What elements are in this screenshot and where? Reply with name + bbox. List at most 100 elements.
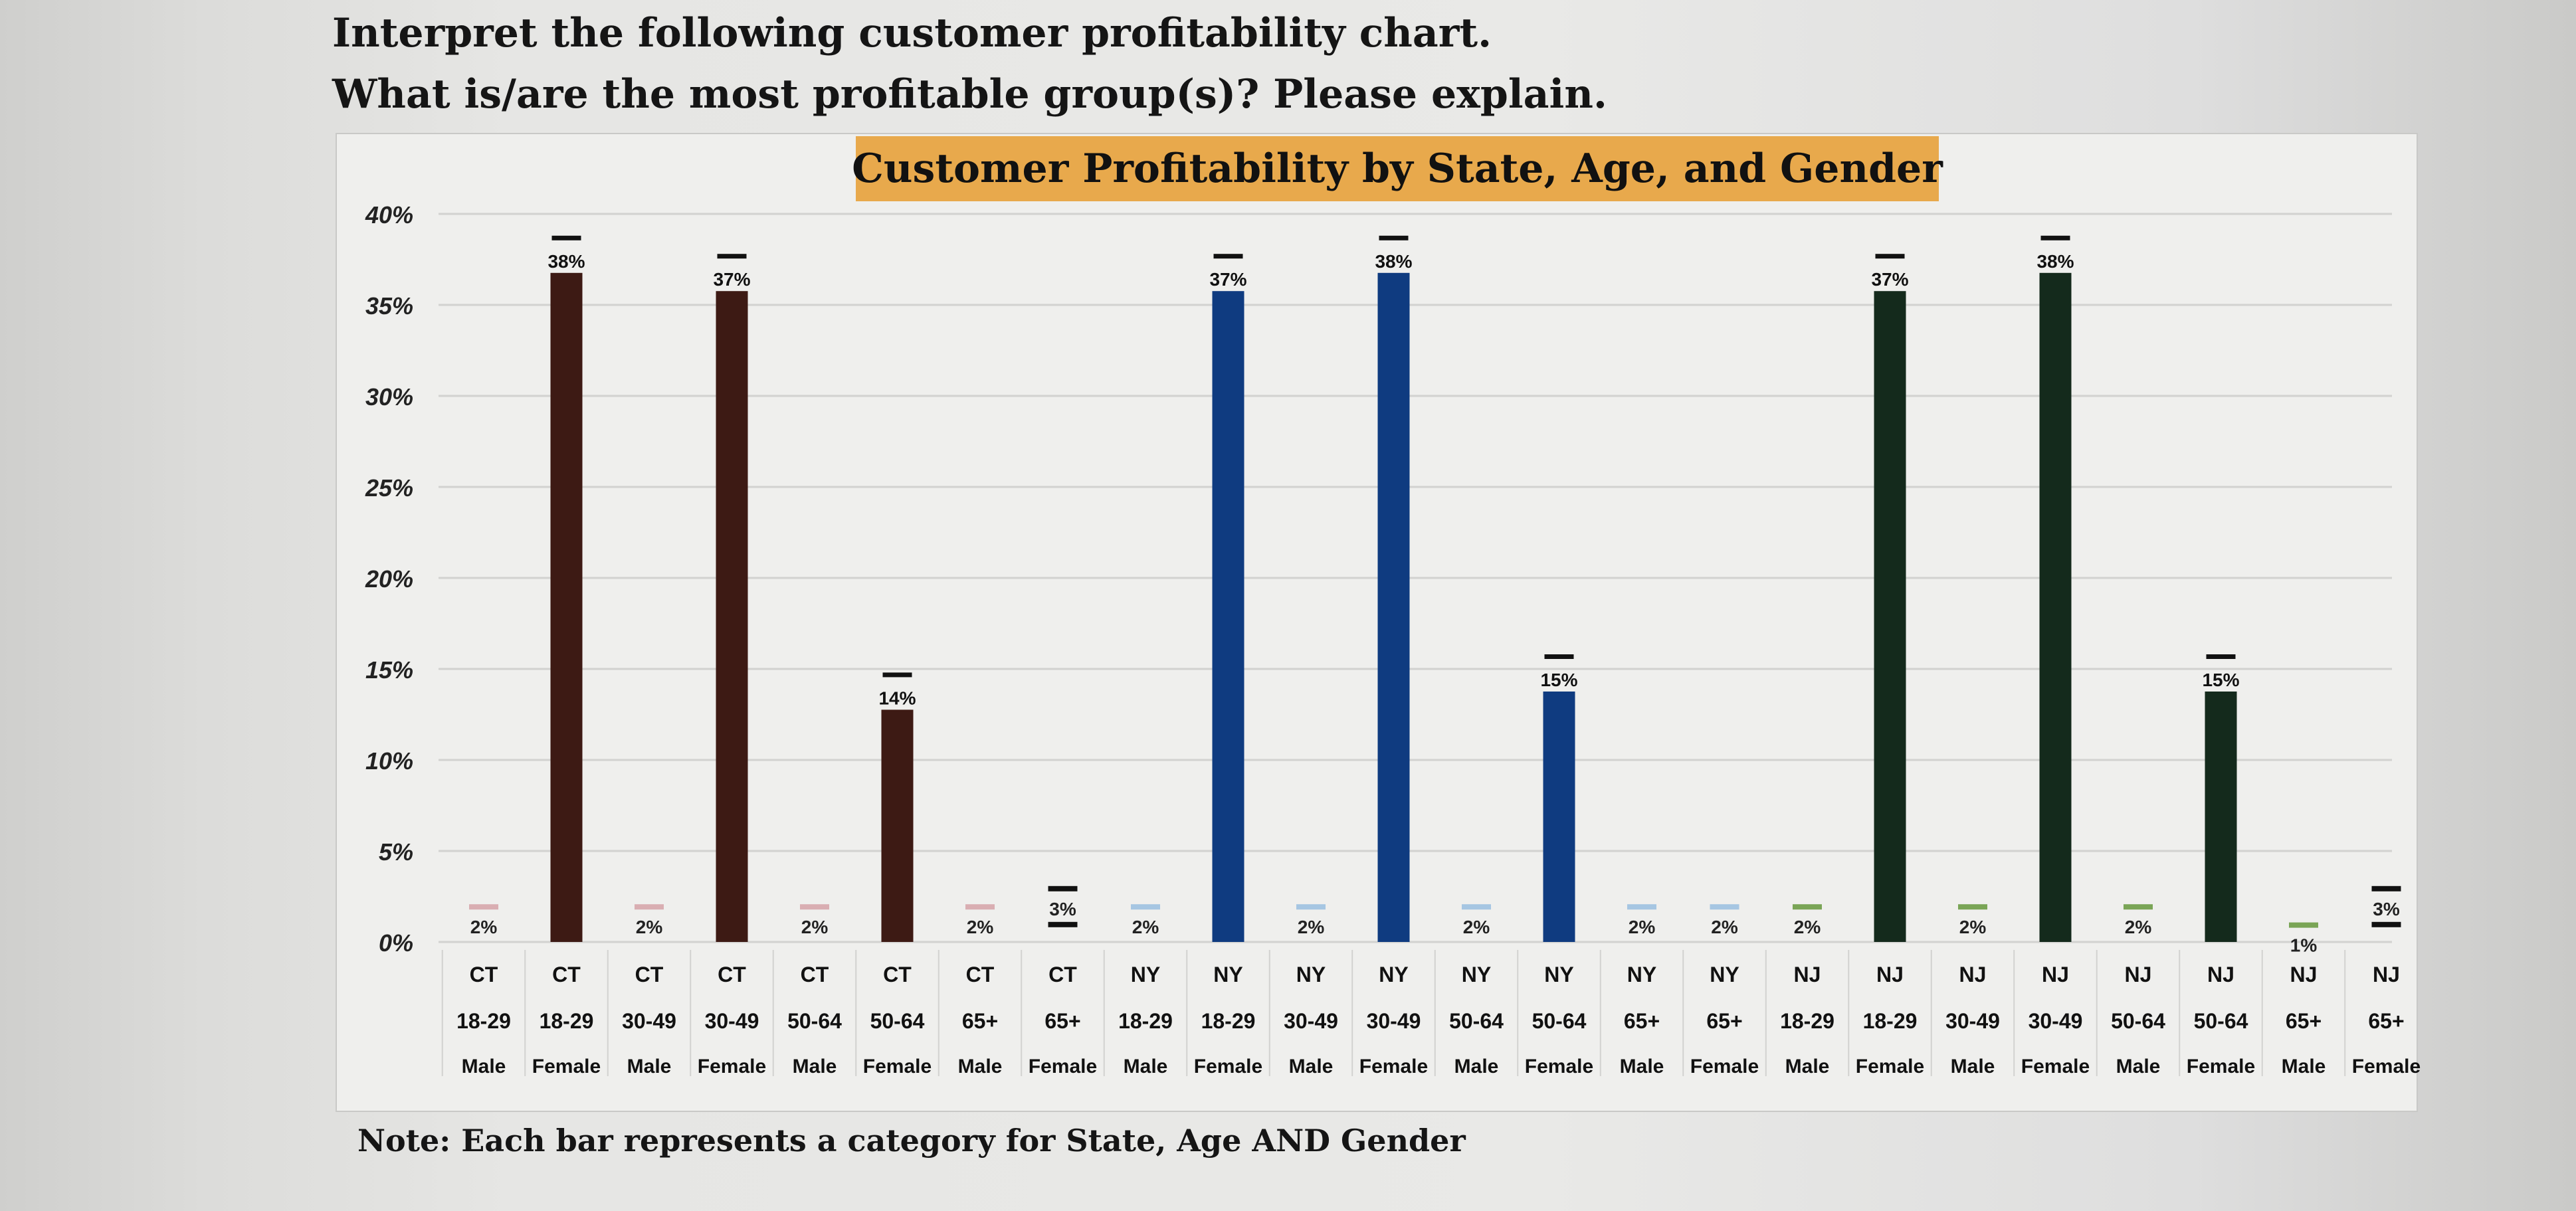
x-label-gender: Female [1194,1056,1262,1077]
data-label: 2% [2125,917,2152,937]
y-tick-label: 0% [379,929,413,957]
data-label: 1% [2290,935,2318,956]
bar-nj-50-64-male [2124,904,2153,910]
x-label-age: 65+ [1706,1009,1742,1033]
bar-cap-marker [1213,254,1243,259]
y-tick-label: 15% [365,656,413,684]
x-label-gender: Female [1359,1056,1428,1077]
bar-cap-marker [1379,235,1409,240]
data-label: 2% [1298,917,1325,937]
data-label: 2% [967,917,994,937]
x-label-gender: Male [793,1056,837,1077]
bar-cap-marker [717,254,747,259]
chart-note: Note: Each bar represents a category for… [357,1123,1466,1159]
x-label-gender: Male [1124,1056,1168,1077]
bar-base-marker [2371,921,2401,927]
x-label-state: NY [1627,963,1656,986]
data-label: 3% [2373,899,2400,919]
x-label-state: NJ [1959,963,1987,986]
x-label-gender: Female [1690,1056,1759,1077]
bar-nj-65+-male [2289,922,2318,928]
x-label-age: 50-64 [870,1009,925,1033]
x-label-age: 18-29 [1118,1009,1173,1033]
x-label-gender: Male [1289,1056,1334,1077]
x-label-state: CT [552,963,581,986]
bar-ct-50-64-female [881,709,914,942]
x-label-state: CT [883,963,912,986]
bar-ny-65+-male [1627,904,1656,910]
x-label-gender: Male [1454,1056,1499,1077]
bar-nj-30-49-female [2039,272,2072,942]
data-label: 2% [636,917,663,937]
x-label-gender: Female [698,1056,766,1077]
x-label-age: 50-64 [787,1009,842,1033]
x-label-state: NY [1131,963,1160,986]
y-tick-label: 10% [365,747,413,775]
x-label-gender: Male [2282,1056,2326,1077]
x-label-age: 65+ [962,1009,998,1033]
x-label-gender: Female [2187,1056,2255,1077]
x-label-gender: Female [2021,1056,2090,1077]
data-label: 2% [1711,917,1738,937]
x-label-age: 30-49 [2029,1009,2083,1033]
data-label: 2% [470,917,498,937]
x-label-state: CT [966,963,995,986]
bar-ny-50-64-female [1543,692,1575,942]
x-label-state: CT [1048,963,1077,986]
bar-ct-65+-male [965,904,995,910]
x-label-gender: Female [1856,1056,1924,1077]
bar-nj-18-29-male [1793,904,1822,910]
x-label-age: 30-49 [1367,1009,1421,1033]
chart-title: Customer Profitability by State, Age, an… [852,136,1943,201]
x-label-age: 30-49 [622,1009,676,1033]
data-label: 37% [1871,269,1908,290]
data-label: 38% [2036,251,2074,272]
x-label-state: NY [1379,963,1408,986]
bar-cap-marker [2206,654,2236,659]
x-label-gender: Male [1951,1056,1995,1077]
x-label-gender: Female [1029,1056,1097,1077]
x-label-gender: Male [627,1056,672,1077]
data-label: 38% [547,251,585,272]
bar-ct-18-29-male [469,904,498,910]
data-label: 2% [1132,917,1159,937]
x-label-age: 30-49 [1945,1009,2000,1033]
x-label-state: NJ [2207,963,2234,986]
x-label-state: NJ [2290,963,2318,986]
x-label-age: 50-64 [2194,1009,2248,1033]
data-label: 2% [1629,917,1656,937]
y-tick-label: 25% [365,474,413,502]
x-label-gender: Male [2116,1056,2161,1077]
y-tick-label: 35% [365,292,413,320]
x-label-state: NY [1462,963,1491,986]
x-label-age: 50-64 [2111,1009,2165,1033]
x-label-state: CT [718,963,746,986]
y-tick-label: 20% [365,565,413,593]
bar-ct-30-49-female [716,291,748,942]
x-label-age: 65+ [1624,1009,1660,1033]
x-label-state: NJ [1794,963,1821,986]
bar-ct-50-64-male [800,904,829,910]
x-label-gender: Female [1525,1056,1593,1077]
bar-ny-50-64-male [1462,904,1491,910]
bar-ny-18-29-female [1212,291,1244,942]
x-label-age: 50-64 [1532,1009,1587,1033]
data-label: 2% [1794,917,1821,937]
question-line-2: What is/are the most profitable group(s)… [332,71,1607,118]
x-label-gender: Male [462,1056,506,1077]
x-label-age: 18-29 [456,1009,511,1033]
bar-ct-65+-female [1048,885,1078,891]
bar-nj-50-64-female [2205,692,2237,942]
data-label: 2% [1959,917,1987,937]
data-label: 2% [801,917,829,937]
question-line-1: Interpret the following customer profita… [332,10,1492,56]
y-tick-label: 40% [365,201,413,229]
data-label: 3% [1049,899,1076,919]
x-label-age: 30-49 [1284,1009,1338,1033]
x-label-age: 18-29 [1201,1009,1256,1033]
x-label-gender: Male [1620,1056,1664,1077]
y-tick-label: 30% [365,383,413,411]
x-label-state: NY [1544,963,1573,986]
bar-ny-30-49-female [1377,272,1410,942]
bar-ct-30-49-male [635,904,664,910]
